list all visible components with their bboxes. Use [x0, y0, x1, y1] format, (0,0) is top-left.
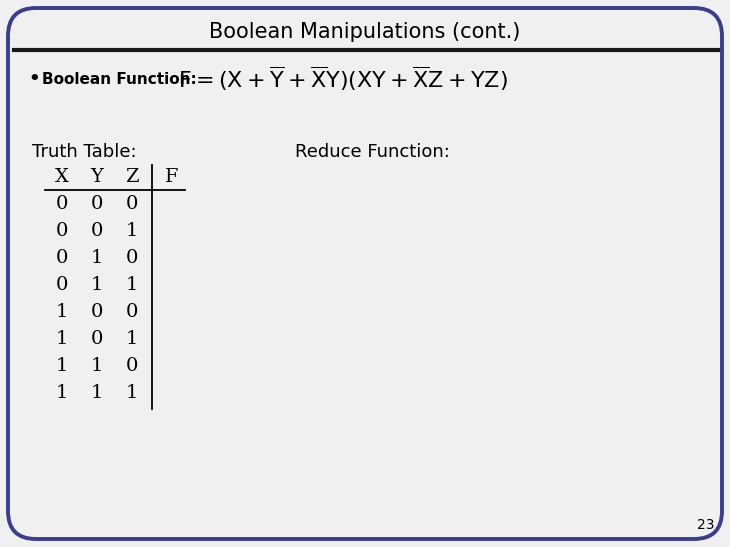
Text: 0: 0	[55, 222, 68, 240]
Text: 0: 0	[91, 222, 103, 240]
Text: Boolean Manipulations (cont.): Boolean Manipulations (cont.)	[210, 22, 520, 42]
Text: Y: Y	[91, 168, 104, 186]
Text: 0: 0	[55, 276, 68, 294]
Text: $\mathrm{F = (X+\overline{Y}+\overline{X}Y)(XY+\overline{X}Z+YZ)}$: $\mathrm{F = (X+\overline{Y}+\overline{X…	[178, 65, 508, 93]
Text: 23: 23	[697, 518, 715, 532]
Text: 1: 1	[126, 330, 138, 348]
Text: Boolean Function:: Boolean Function:	[42, 72, 197, 86]
Text: •: •	[28, 70, 39, 88]
Text: 0: 0	[126, 195, 138, 213]
Text: 1: 1	[55, 330, 68, 348]
Text: 1: 1	[91, 384, 103, 402]
Text: 1: 1	[126, 222, 138, 240]
FancyBboxPatch shape	[8, 8, 722, 539]
Text: 1: 1	[91, 276, 103, 294]
Text: 0: 0	[126, 249, 138, 267]
Text: Reduce Function:: Reduce Function:	[295, 143, 450, 161]
Text: 0: 0	[126, 357, 138, 375]
Text: 0: 0	[55, 249, 68, 267]
Text: 1: 1	[126, 384, 138, 402]
Text: F: F	[165, 168, 179, 186]
Text: 0: 0	[55, 195, 68, 213]
Text: 1: 1	[55, 384, 68, 402]
Text: 1: 1	[91, 249, 103, 267]
Text: Z: Z	[126, 168, 139, 186]
Text: 1: 1	[91, 357, 103, 375]
Text: Truth Table:: Truth Table:	[32, 143, 137, 161]
Text: 0: 0	[91, 195, 103, 213]
Text: 0: 0	[91, 330, 103, 348]
Text: 1: 1	[55, 303, 68, 321]
Text: 0: 0	[91, 303, 103, 321]
Text: 1: 1	[126, 276, 138, 294]
Text: X: X	[55, 168, 69, 186]
Text: 0: 0	[126, 303, 138, 321]
Text: 1: 1	[55, 357, 68, 375]
